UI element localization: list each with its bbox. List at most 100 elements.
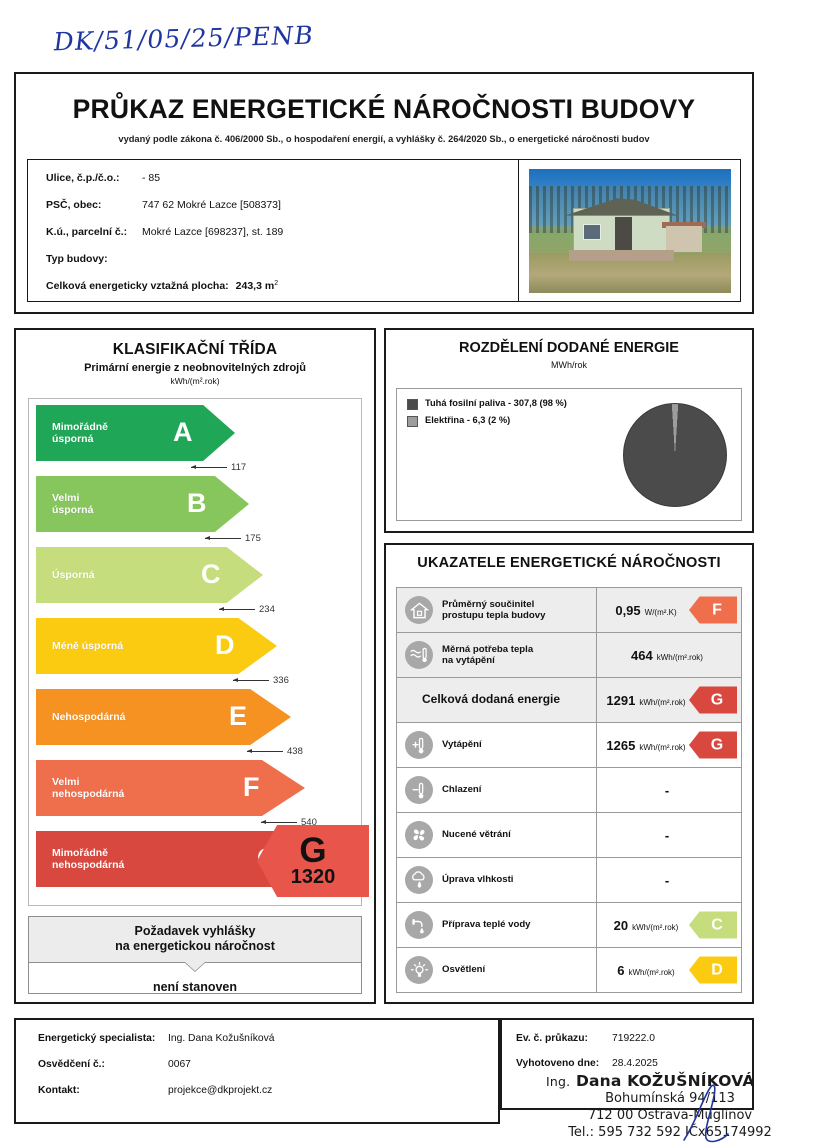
tick-arrow-icon bbox=[261, 819, 297, 824]
indicators-title: UKAZATELE ENERGETICKÉ NÁROČNOSTI bbox=[417, 555, 721, 571]
energy-split-body: Tuhá fosilní paliva - 307,8 (98 %) Elektř… bbox=[396, 388, 742, 521]
label-certificate-no: Osvědčení č.: bbox=[38, 1059, 105, 1070]
area-unit-exponent: 2 bbox=[274, 280, 279, 287]
label-specialist: Energetický specialista: bbox=[38, 1033, 156, 1044]
value-certificate-no: 0067 bbox=[168, 1059, 191, 1070]
indicator-value-cell: - bbox=[597, 858, 741, 902]
label-registration-no: Ev. č. průkazu: bbox=[516, 1033, 588, 1044]
indicator-value: 6 bbox=[617, 962, 625, 978]
indicator-row: Příprava teplé vody 20 kWh/(m².rok) C bbox=[397, 903, 741, 948]
info-row-street: Ulice, č.p./č.o.: - 85 bbox=[46, 172, 518, 184]
indicator-label-cell: Nucené větrání bbox=[397, 813, 597, 857]
energy-band-letter-D: D bbox=[215, 630, 235, 660]
pie-legend-item: Tuhá fosilní paliva - 307,8 (98 %) bbox=[407, 398, 609, 410]
indicator-value-cell: 464 kWh/(m².rok) bbox=[597, 633, 741, 677]
specialist-box: Energetický specialista: Ing. Dana Kožuš… bbox=[14, 1018, 500, 1124]
value-registration-no: 719222.0 bbox=[612, 1033, 655, 1044]
classification-unit: kWh/(m².rok) bbox=[170, 376, 220, 386]
indicator-value: - bbox=[664, 782, 670, 798]
indicator-value: 0,95 bbox=[615, 602, 641, 618]
energy-band-letter-F: F bbox=[243, 772, 260, 802]
energy-band-label-F: Velmi nehospodárná bbox=[52, 775, 125, 801]
hot-water-icon bbox=[405, 911, 433, 939]
indicator-value: 1291 bbox=[606, 692, 636, 708]
row-contact: Kontakt: projekce@dkprojekt.cz bbox=[38, 1085, 498, 1096]
label-contact: Kontakt: bbox=[38, 1085, 80, 1096]
indicator-value-holder: 20 kWh/(m².rok) bbox=[614, 918, 679, 933]
indicator-value-holder: - bbox=[665, 873, 669, 888]
registration-list: Ev. č. průkazu: 719222.0 Vyhotoveno dne:… bbox=[502, 1020, 752, 1069]
row-issue-date: Vyhotoveno dne: 28.4.2025 bbox=[516, 1058, 752, 1069]
stamp-phone-ico: Tel.: 595 732 592 IČx65174992 bbox=[568, 1125, 772, 1140]
label-issue-date: Vyhotoveno dne: bbox=[516, 1058, 600, 1069]
indicator-name: Chlazení bbox=[442, 784, 482, 796]
indicator-label-cell: Chlazení bbox=[397, 768, 597, 812]
tick-arrow-icon bbox=[247, 748, 283, 753]
energy-band-A: Mimořádně úsporná A bbox=[36, 405, 235, 461]
photo-shed-roof bbox=[661, 221, 707, 228]
indicator-row: Chlazení - bbox=[397, 768, 741, 813]
indicator-name: Příprava teplé vody bbox=[442, 919, 531, 931]
indicator-row: Úprava vlhkosti - bbox=[397, 858, 741, 903]
indicator-name: Celková dodaná energie bbox=[422, 692, 561, 707]
indicator-unit: kWh/(m².rok) bbox=[632, 922, 679, 932]
energy-band-B: Velmi úsporná B bbox=[36, 476, 249, 532]
indicator-value: 1265 bbox=[606, 737, 636, 753]
pie-legend-item: Elektřina - 6,3 (2 %) bbox=[407, 415, 609, 427]
tick-arrow-icon bbox=[191, 464, 227, 469]
value-issue-date: 28.4.2025 bbox=[612, 1058, 658, 1069]
heat-demand-icon bbox=[405, 641, 433, 669]
stamp-name: Dana KOŽUŠNÍKOVÁ bbox=[575, 1072, 755, 1090]
photo-window bbox=[583, 224, 602, 241]
header-frame: PRŮKAZ ENERGETICKÉ NÁROČNOSTI BUDOVY vyd… bbox=[14, 72, 754, 314]
indicator-class-badge: D bbox=[689, 956, 737, 984]
indicator-value-holder: - bbox=[665, 783, 669, 798]
indicator-name: Úprava vlhkosti bbox=[442, 874, 514, 886]
energy-split-title: ROZDĚLENÍ DODANÉ ENERGIE bbox=[459, 340, 679, 356]
info-value-area: 243,3 m bbox=[235, 280, 275, 292]
energy-band-C: Úsporná C bbox=[36, 547, 263, 603]
photo-cell bbox=[518, 160, 740, 301]
indicator-value-cell: 0,95 W/(m².K) F bbox=[597, 588, 741, 632]
pie-chart-wrap bbox=[609, 389, 741, 520]
indicator-name: Nucené větrání bbox=[442, 829, 511, 841]
indicator-value-holder: - bbox=[665, 828, 669, 843]
indicator-name: Průměrný součinitel prostupu tepla budovy bbox=[442, 598, 546, 622]
indicator-class-badge: G bbox=[689, 731, 737, 759]
indicator-row: Nucené větrání - bbox=[397, 813, 741, 858]
indicator-label-cell: Příprava teplé vody bbox=[397, 903, 597, 947]
indicator-name: Osvětlení bbox=[442, 964, 486, 976]
indicator-row: Vytápění 1265 kWh/(m².rok) G bbox=[397, 723, 741, 768]
energy-band-label-G: Mimořádně nehospodárná bbox=[52, 846, 125, 872]
energy-band-tick-540: 540 bbox=[261, 817, 317, 828]
indicator-value-cell: 6 kWh/(m².rok) D bbox=[597, 948, 741, 992]
info-row-area: Celková energeticky vztažná plocha: 243,… bbox=[46, 280, 518, 292]
humidity-icon bbox=[405, 866, 433, 894]
indicator-class-badge: G bbox=[689, 686, 737, 714]
info-row-postcode: PSČ, obec: 747 62 Mokré Lazce [508373] bbox=[46, 199, 518, 211]
indicator-row: Osvětlení 6 kWh/(m².rok) D bbox=[397, 948, 741, 992]
energy-band-tick-234: 234 bbox=[219, 604, 275, 615]
indicator-value-holder: 1265 kWh/(m².rok) bbox=[606, 738, 685, 753]
tick-value: 438 bbox=[287, 746, 303, 757]
legend-label: Elektřina - 6,3 (2 %) bbox=[425, 415, 511, 425]
specialist-list: Energetický specialista: Ing. Dana Kožuš… bbox=[16, 1020, 498, 1096]
info-value-cadastre: Mokré Lazce [698237], st. 189 bbox=[142, 226, 284, 238]
energy-band-label-A: Mimořádně úsporná bbox=[52, 420, 109, 446]
energy-band-D: Méně úsporná D bbox=[36, 618, 277, 674]
pie-chart bbox=[623, 402, 727, 507]
indicators-panel: UKAZATELE ENERGETICKÉ NÁROČNOSTI Průměrn… bbox=[384, 543, 754, 1004]
indicator-value-holder: 6 kWh/(m².rok) bbox=[617, 963, 674, 978]
energy-band-letter-C: C bbox=[201, 559, 221, 589]
energy-band-letter-E: E bbox=[229, 701, 248, 731]
energy-band-label-E: Nehospodárná bbox=[52, 710, 126, 723]
value-contact[interactable]: projekce@dkprojekt.cz bbox=[168, 1085, 273, 1096]
legend-swatch bbox=[407, 399, 418, 410]
tick-value: 336 bbox=[273, 675, 289, 686]
indicator-value-cell: 1291 kWh/(m².rok) G bbox=[597, 678, 741, 722]
indicator-label-cell: Úprava vlhkosti bbox=[397, 858, 597, 902]
indicator-value: - bbox=[664, 872, 670, 888]
indicator-unit: kWh/(m².rok) bbox=[628, 967, 675, 977]
indicator-value-cell: - bbox=[597, 768, 741, 812]
energy-band-tick-117: 117 bbox=[191, 462, 246, 473]
